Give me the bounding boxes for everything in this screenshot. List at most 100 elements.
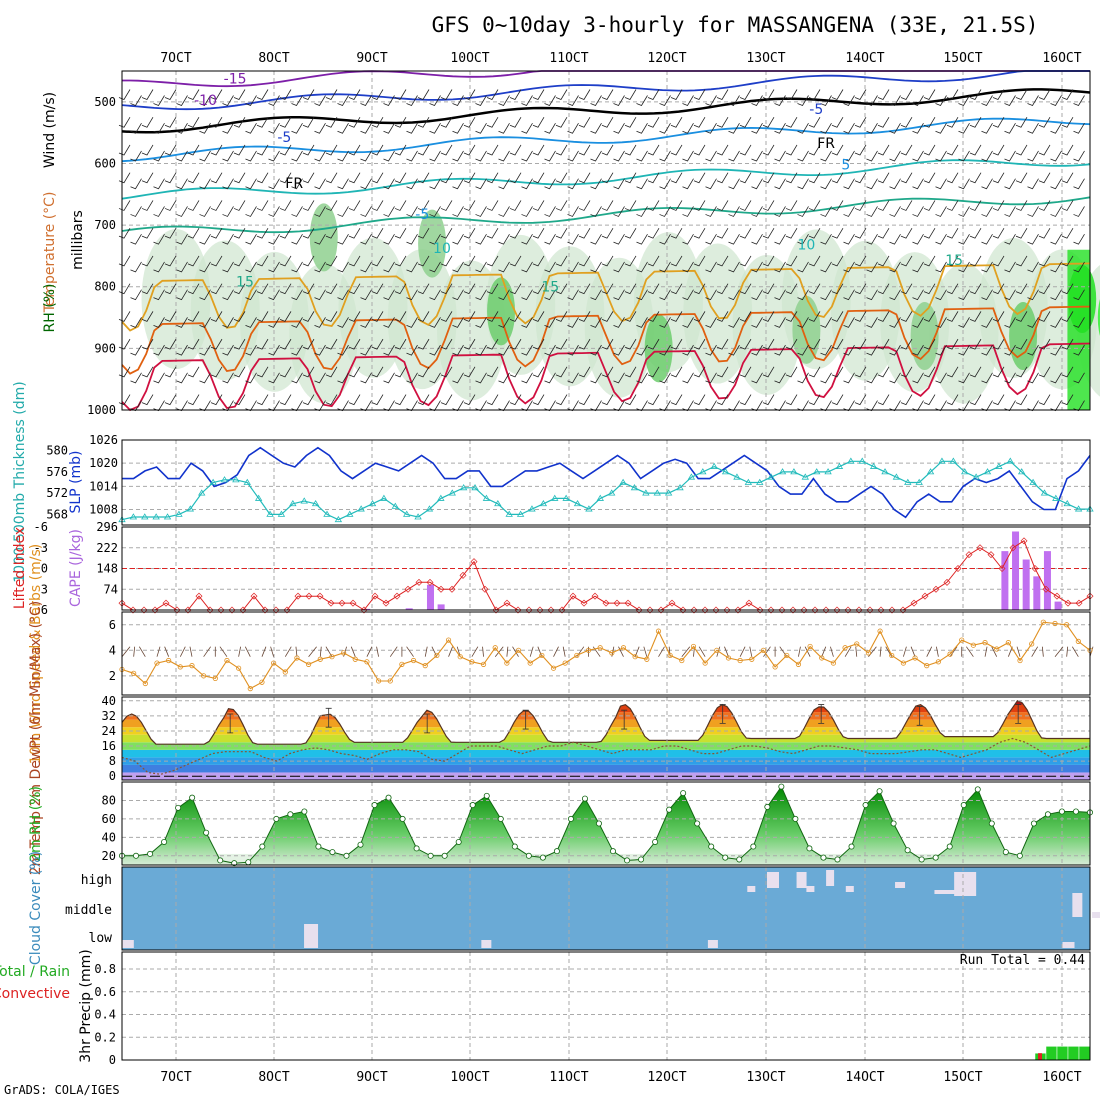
wind-barb	[716, 255, 729, 267]
cloud-patch	[954, 872, 977, 896]
wind-barb	[1061, 311, 1074, 322]
wind-barb	[693, 200, 706, 211]
wind-barb	[521, 95, 533, 106]
wind-barb	[797, 261, 809, 273]
wind-barb	[889, 178, 901, 190]
wind-barb	[509, 255, 522, 267]
minmax-bar	[916, 706, 923, 726]
wind-barb	[1027, 150, 1039, 162]
wind-barb	[544, 123, 556, 134]
wind-barb	[958, 123, 970, 134]
wind-barb	[498, 150, 510, 162]
wind-barb	[555, 200, 568, 211]
wind-barb	[958, 400, 970, 412]
wind-barb	[578, 311, 591, 322]
wind-barb	[843, 317, 855, 328]
wind-barb	[440, 172, 453, 184]
wind-barb	[153, 317, 165, 328]
wind-barb	[279, 200, 292, 211]
wind-barb	[682, 261, 694, 273]
rh-point	[441, 852, 448, 859]
isotherm-line	[121, 305, 1091, 375]
minmax-bar	[522, 709, 529, 730]
cloud-patch	[796, 872, 807, 888]
lifted-point	[954, 565, 962, 572]
wind-barb	[1050, 400, 1062, 412]
wind-barb	[716, 338, 729, 350]
wind-barb	[567, 206, 579, 217]
wind-barb	[785, 144, 798, 156]
wind-barb	[187, 172, 200, 184]
wind-barb	[509, 283, 522, 295]
wind-barb	[808, 227, 821, 239]
wind-speed-point	[457, 654, 463, 660]
wind-barb	[889, 289, 901, 301]
wind-barb	[877, 283, 890, 295]
wind-speed-point	[644, 656, 650, 662]
wind-barb	[912, 344, 924, 356]
wind-speed-point	[807, 643, 813, 650]
wind-barb	[567, 372, 579, 384]
wind-barb	[935, 317, 947, 328]
wind-barb	[463, 200, 476, 211]
cloud-axis-label: Cloud Cover (%)	[28, 851, 44, 965]
wind-barb	[176, 206, 188, 217]
wind-barb	[348, 283, 361, 295]
wind-barb	[578, 117, 591, 128]
wind-speed-point	[714, 647, 720, 653]
precip-convective-bar	[1038, 1053, 1042, 1060]
thickness-point	[368, 499, 377, 507]
wind-barb	[179, 646, 186, 657]
wind-barb	[279, 89, 292, 100]
wind-barb	[256, 117, 269, 128]
wind-barb	[739, 646, 746, 657]
wind-barb	[187, 227, 200, 239]
wind-barb	[406, 289, 418, 301]
wind-barb	[348, 311, 361, 322]
wind-speed-point	[865, 650, 872, 656]
wind-barb	[360, 289, 372, 301]
wind-barb	[1050, 95, 1062, 106]
rh-point	[357, 841, 364, 848]
wind-barb	[153, 400, 165, 412]
wind-speed-point	[749, 656, 755, 662]
wind-barb	[613, 150, 625, 162]
wind-barb	[912, 123, 924, 134]
wind-barb	[992, 144, 1005, 156]
wind-barb	[912, 400, 924, 412]
wind-barb	[164, 117, 177, 128]
wind-barb	[314, 317, 326, 328]
y-tick-label: 500	[94, 95, 116, 109]
wind-barb	[302, 255, 315, 267]
wind-barb	[1073, 289, 1085, 301]
wind-barb	[199, 123, 211, 134]
wind-barb	[245, 206, 257, 217]
wind-barb	[1015, 255, 1028, 267]
wind-barb	[912, 233, 924, 245]
wind-speed-point	[166, 657, 172, 664]
wind-barb	[295, 646, 298, 657]
x-tick-label-bottom: 7OCT	[160, 1070, 191, 1085]
wind-barb	[866, 317, 878, 328]
wind-barb	[153, 150, 165, 162]
wind-barb	[785, 117, 798, 128]
wind-barb	[958, 150, 970, 162]
wind-barb	[394, 89, 407, 100]
contour-label: 5	[841, 158, 850, 174]
wind-barb	[222, 233, 234, 245]
wind-barb	[636, 372, 648, 384]
wind-barb	[1027, 178, 1039, 190]
wind-barb	[121, 646, 131, 657]
wind-barb	[797, 206, 809, 217]
wind-barb	[762, 283, 775, 295]
cloud-patch	[806, 886, 815, 892]
rh-point	[652, 838, 659, 845]
y-tick-label-right: 222	[96, 541, 118, 555]
thickness-point	[607, 489, 616, 496]
rh-point	[778, 783, 785, 790]
thickness-point	[402, 510, 411, 517]
wind-barb	[268, 344, 280, 356]
wind-barb	[670, 117, 683, 128]
rh-point	[511, 843, 518, 850]
wind-barb	[774, 261, 786, 273]
